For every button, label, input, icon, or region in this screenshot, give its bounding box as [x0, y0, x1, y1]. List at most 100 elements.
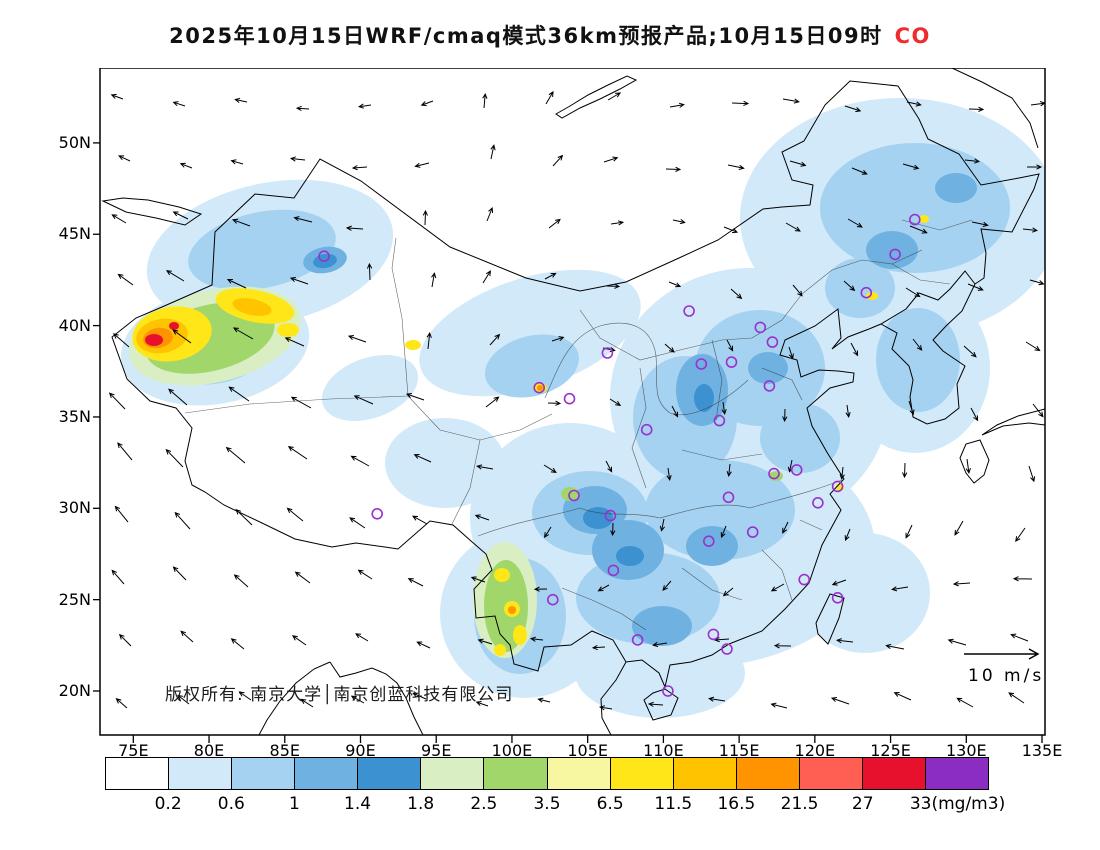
city-marker — [763, 380, 776, 392]
city-marker — [662, 685, 674, 697]
contour-region — [632, 606, 692, 646]
wind-arrow — [357, 569, 373, 580]
wind-arrow — [233, 574, 249, 588]
wind-arrow — [891, 586, 909, 592]
wind-arrow — [609, 398, 622, 407]
lat-tick-label: 25N — [58, 589, 91, 609]
wind-arrow — [177, 694, 190, 705]
wind-arrow — [172, 101, 186, 107]
chart-title: 2025年10月15日WRF/cmaq模式36km预报产品;10月15日09时 C… — [0, 20, 1100, 50]
wind-arrow — [225, 446, 246, 464]
contour-region — [169, 322, 179, 330]
wind-arrow — [179, 162, 193, 169]
wind-arrow — [956, 697, 974, 708]
city-marker — [812, 496, 824, 509]
wind-arrow — [652, 641, 668, 648]
contour-region — [484, 334, 580, 398]
wind-arrow — [412, 692, 427, 700]
lake-baikal — [555, 75, 638, 119]
wind-arrow — [905, 287, 921, 298]
wind-arrow — [723, 226, 739, 234]
city-marker — [318, 250, 330, 262]
wind-arrow — [598, 705, 613, 711]
wind-arrow — [902, 462, 908, 479]
city-marker-layer — [318, 213, 921, 697]
wind-arrow — [168, 388, 188, 406]
wind-arrow — [906, 101, 922, 107]
city-marker — [754, 321, 767, 334]
wind-arrow — [490, 144, 496, 160]
wind-arrow — [971, 221, 989, 227]
colorbar-segment — [295, 758, 359, 789]
colorbar-segment — [421, 758, 485, 789]
wind-arrow — [287, 446, 308, 460]
wind-arrow — [720, 525, 727, 539]
japan-kyushu-island — [959, 439, 990, 484]
wind-arrow — [664, 343, 675, 353]
wind-arrow — [477, 638, 493, 645]
contour-region — [145, 334, 163, 346]
china-mainland-outline — [111, 80, 1040, 689]
wind-arrow — [489, 333, 501, 346]
colorbar-segment — [799, 758, 863, 789]
contour-region — [919, 215, 929, 223]
city-marker — [702, 535, 715, 548]
wind-arrow — [908, 400, 915, 416]
wind-arrow — [671, 405, 679, 418]
wind-arrow — [1015, 527, 1026, 543]
city-marker — [683, 305, 695, 317]
wind-arrow — [548, 218, 561, 229]
wind-arrow — [669, 102, 685, 108]
wind-arrow — [482, 92, 488, 109]
wind-arrow — [1025, 341, 1041, 352]
wind-arrow — [431, 272, 437, 288]
city-marker — [607, 564, 620, 577]
wind-arrow — [782, 98, 800, 104]
wind-arrow — [537, 697, 551, 703]
axis-ticks — [93, 142, 1043, 743]
colorbar-segment — [232, 758, 296, 789]
wind-arrow — [545, 90, 554, 105]
wind-arrow — [721, 401, 727, 416]
city-marker — [695, 358, 708, 370]
wind-arrow — [830, 697, 850, 705]
map-area: 10 m/s — [90, 67, 1055, 760]
wind-arrow — [114, 505, 129, 523]
contour-region — [866, 292, 878, 300]
lon-tick-label: 125E — [870, 741, 911, 760]
colorbar-tick-label: 27 — [851, 794, 874, 814]
colorbar-segment — [610, 758, 674, 789]
city-marker — [798, 573, 811, 586]
wind-scale-legend: 10 m/s — [964, 648, 1041, 686]
wind-arrow — [647, 701, 664, 707]
city-marker — [768, 467, 780, 480]
wind-arrow — [234, 97, 248, 103]
contour-region — [405, 340, 421, 350]
wind-arrow — [543, 464, 557, 474]
city-marker — [601, 347, 614, 359]
wind-arrow — [416, 641, 431, 649]
wind-arrow — [1010, 633, 1029, 642]
wind-arrow — [902, 163, 920, 170]
wind-arrow — [295, 105, 310, 112]
coastline-layer — [101, 68, 1045, 735]
wind-arrow — [1030, 101, 1045, 107]
wind-arrow — [165, 448, 184, 468]
colorbar-tick-label: 0.6 — [217, 794, 245, 814]
city-marker — [533, 381, 546, 394]
wind-scale-arrow-icon — [964, 648, 1040, 660]
wind-arrow — [426, 331, 432, 350]
wind-arrow — [405, 393, 425, 401]
contour-region — [494, 644, 506, 656]
contour-region — [876, 308, 960, 412]
contour-region — [800, 533, 930, 653]
city-marker — [721, 643, 733, 655]
contour-region — [321, 355, 419, 421]
wind-vector-layer — [108, 90, 1045, 711]
city-marker — [640, 423, 653, 436]
lon-tick-label: 110E — [643, 741, 684, 760]
wind-arrow — [844, 105, 862, 113]
city-marker — [631, 634, 644, 646]
wind-arrow — [1012, 576, 1033, 582]
wind-arrow — [963, 345, 977, 358]
